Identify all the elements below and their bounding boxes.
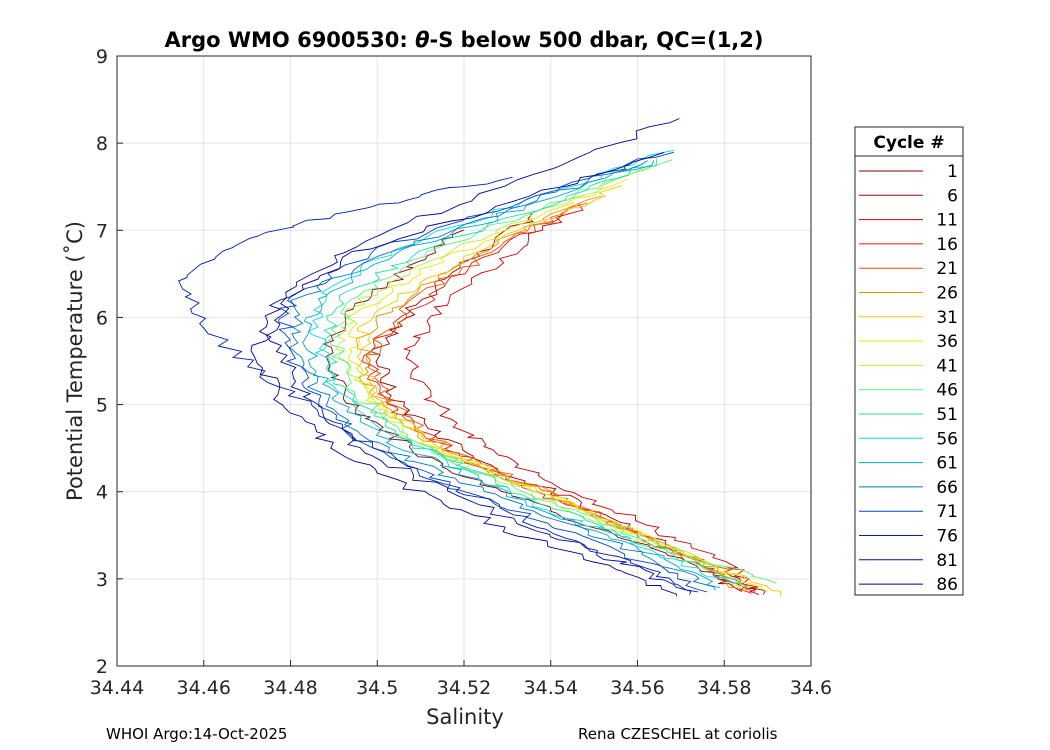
y-tick-label: 5 — [96, 395, 108, 417]
series-line-6 — [370, 212, 760, 595]
x-tick-label: 34.52 — [437, 677, 491, 699]
legend-label-81: 81 — [936, 551, 958, 571]
legend-label-41: 41 — [936, 356, 958, 376]
series-line-1 — [322, 229, 742, 593]
legend-label-76: 76 — [936, 527, 958, 547]
series-line-71 — [278, 151, 708, 593]
footer-operator: Rena CZESCHEL at coriolis — [578, 725, 778, 743]
y-tick-label: 8 — [96, 133, 108, 155]
series-line-36 — [346, 178, 768, 593]
series-line-21 — [365, 202, 757, 595]
x-tick-label: 34.56 — [610, 677, 664, 699]
x-axis-ticks: 34.44 34.46 34.48 34.5 34.52 34.54 34.56 34.58 3… — [90, 660, 832, 699]
series-line-66 — [289, 160, 716, 591]
series-line-56 — [308, 149, 734, 586]
legend-title: Cycle # — [873, 133, 944, 153]
series-line-16 — [361, 212, 751, 594]
y-tick-label: 7 — [96, 220, 108, 242]
y-tick-label: 3 — [96, 569, 108, 591]
legend-label-26: 26 — [936, 284, 958, 304]
series-line-26 — [355, 195, 747, 593]
series-line-46 — [328, 159, 777, 584]
legend: Cycle # 16111621263136414651566166717681… — [854, 126, 964, 596]
legend-label-21: 21 — [936, 259, 958, 279]
series-line-86 — [250, 151, 677, 597]
legend-label-46: 46 — [936, 381, 958, 401]
legend-label-6: 6 — [947, 186, 958, 206]
x-tick-label: 34.6 — [790, 677, 832, 699]
series-lines — [178, 118, 782, 597]
legend-label-66: 66 — [936, 478, 958, 498]
legend-label-31: 31 — [936, 308, 958, 328]
x-tick-label: 34.44 — [90, 677, 144, 699]
chart-title: Argo WMO 6900530: θ-S below 500 dbar, QC… — [164, 28, 763, 52]
x-tick-label: 34.46 — [177, 677, 231, 699]
legend-label-71: 71 — [936, 502, 958, 522]
legend-label-86: 86 — [936, 575, 958, 595]
y-tick-label: 6 — [96, 307, 108, 329]
y-axis-ticks: 2 3 4 5 6 7 8 9 — [96, 46, 123, 678]
series-line-11 — [403, 204, 766, 595]
legend-label-56: 56 — [936, 429, 958, 449]
series-line-41 — [335, 168, 751, 589]
series-line-61 — [302, 160, 720, 589]
y-axis-label: Potential Temperature (˚C) — [63, 221, 87, 501]
y-tick-label: 9 — [96, 46, 108, 68]
legend-label-1: 1 — [947, 162, 958, 182]
y-tick-label: 2 — [96, 656, 108, 678]
legend-label-16: 16 — [936, 235, 958, 255]
x-tick-label: 34.5 — [356, 677, 398, 699]
legend-label-51: 51 — [936, 405, 958, 425]
series-line-31 — [356, 185, 782, 597]
series-line-76 — [178, 176, 699, 593]
x-tick-label: 34.54 — [524, 677, 578, 699]
legend-label-11: 11 — [936, 211, 958, 231]
grid — [116, 55, 812, 667]
x-axis-label: Salinity — [426, 705, 504, 729]
footer-source: WHOI Argo:14-Oct-2025 — [106, 725, 288, 743]
legend-label-36: 36 — [936, 332, 958, 352]
x-tick-label: 34.58 — [697, 677, 751, 699]
y-tick-label: 4 — [96, 482, 108, 504]
x-tick-label: 34.48 — [263, 677, 317, 699]
legend-label-61: 61 — [936, 454, 958, 474]
legend-box — [854, 126, 964, 596]
series-line-81 — [265, 118, 692, 595]
